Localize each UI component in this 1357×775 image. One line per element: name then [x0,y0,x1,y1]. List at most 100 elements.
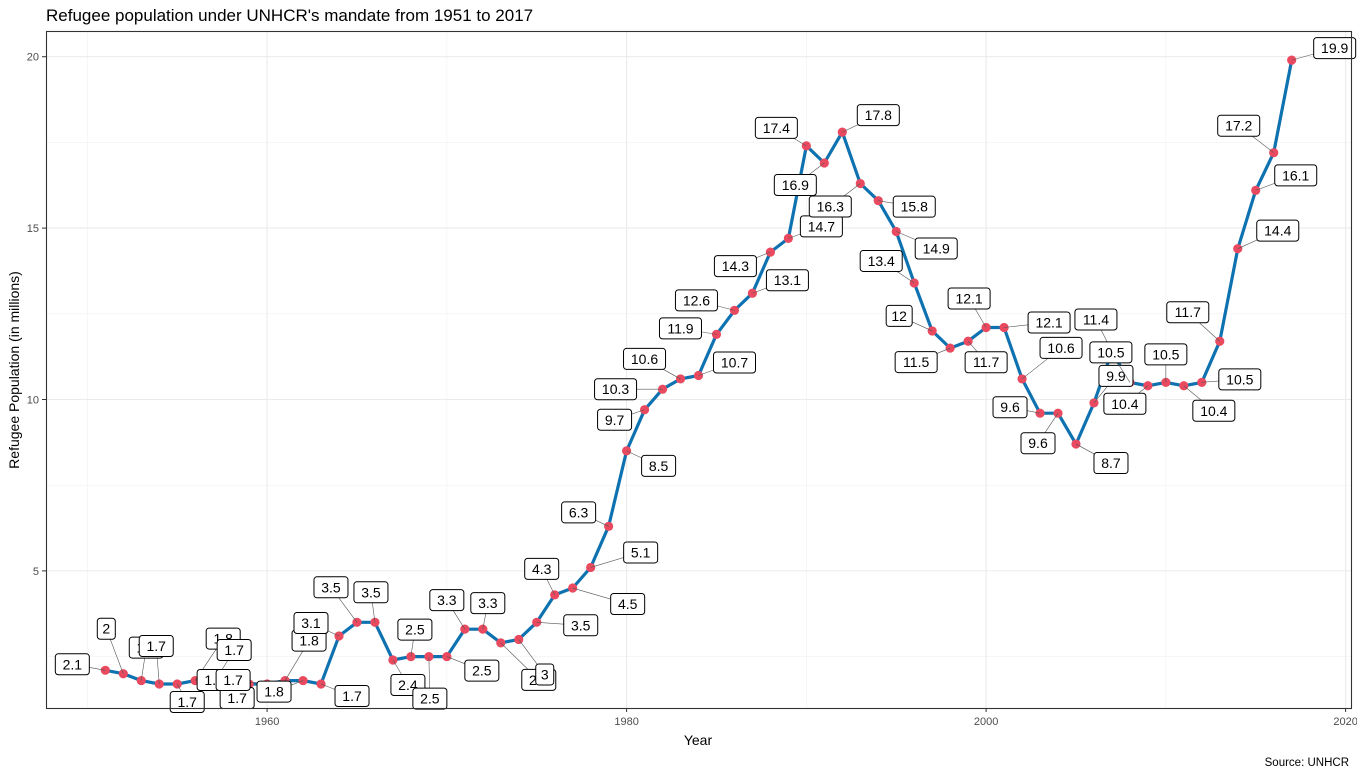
data-label: 15.8 [901,199,928,215]
data-label: 12.6 [683,292,710,308]
data-label: 4.3 [532,561,552,577]
panel-border [45,30,1353,710]
data-label-box [641,454,677,477]
data-label: 14.4 [1264,223,1291,239]
data-label: 12 [891,308,907,324]
data-label: 4.5 [618,596,638,612]
data-label: 3.3 [478,595,498,611]
data-label-box [429,589,465,612]
data-label-box [885,304,913,327]
x-axis-label: Year [684,732,713,748]
x-tick-label: 1980 [614,716,638,728]
data-label: 12.1 [1035,315,1062,331]
data-label: 10.6 [631,351,658,367]
data-label: 14.7 [808,218,835,234]
data-label-box [713,255,757,278]
data-point [981,322,991,333]
data-label-box [464,659,500,682]
data-label: 3.5 [571,617,591,633]
data-label-box [992,396,1028,419]
data-label-box [610,593,646,616]
data-label-box [1192,399,1236,422]
data-label: 10.5 [1152,346,1179,362]
data-label-box [470,592,506,615]
data-label: 10.4 [1200,403,1227,419]
data-label: 5.1 [631,544,651,560]
data-label-box [561,501,597,524]
data-point [154,679,164,689]
data-point [765,247,776,257]
data-label: 3.3 [437,592,457,608]
data-point [478,624,488,634]
data-label-box [138,635,174,658]
y-tick-label: 10 [27,394,39,406]
data-label: 8.7 [1101,455,1121,471]
data-label-box [1074,308,1118,331]
data-label-box [353,581,389,604]
data-label: 16.1 [1282,167,1309,183]
data-label-box [773,173,817,196]
data-label-box [1218,368,1262,391]
data-label: 17.8 [865,107,892,123]
y-axis-label: Refugee Population (in millions) [6,271,22,469]
data-label-box [859,249,903,272]
data-label: 1.7 [177,694,197,710]
data-label: 14.3 [722,258,749,274]
data-label: 1.7 [227,690,247,706]
data-label-box [54,653,90,676]
data-point [460,624,470,634]
data-point [909,278,919,288]
data-label-box [1144,343,1188,366]
data-label-box [754,116,798,139]
data-label-box [674,289,718,312]
data-point [945,343,955,353]
data-label-box [892,195,936,218]
x-axis-ticks: 1960 1980 2000 2020 [255,708,1357,728]
data-label-box [964,351,1008,374]
data-label-box [1089,341,1133,364]
data-label-box [1098,364,1134,387]
data-point [136,675,146,686]
data-label-box [563,614,599,637]
data-label-box [623,347,667,370]
data-label: 10.5 [1097,344,1124,360]
data-label: 3.5 [321,579,341,595]
data-label-box [1027,311,1071,334]
x-tick-label: 2000 [974,716,998,728]
data-label: 11.9 [667,320,693,336]
data-label-box [1256,219,1300,242]
data-label: 3 [541,666,549,682]
data-label: 10.5 [1226,371,1253,387]
data-label-box [947,287,991,310]
data-label: 10.3 [602,381,629,397]
data-label: 16.9 [782,177,809,193]
data-label-box [597,408,633,431]
data-label: 10.6 [1047,340,1074,356]
data-label-box [96,617,116,640]
x-tick-label: 1960 [255,716,279,728]
data-label: 3.5 [361,584,381,600]
data-label-box [658,317,702,340]
data-label: 1.7 [342,688,362,704]
data-label: 2.1 [63,656,83,672]
data-label: 1.7 [224,642,244,658]
data-label: 2.5 [405,622,425,638]
data-label: 14.9 [923,241,950,257]
data-label: 11.7 [973,354,999,370]
data-label: 10.7 [721,354,748,370]
data-label-box [256,680,292,703]
data-label-box [1039,336,1083,359]
grid [46,31,1351,708]
data-label-box [412,687,448,710]
data-label-box [334,685,370,708]
data-labels: 2.121.81.71.71.81.71.71.71.71.81.81.73.1… [54,37,1357,714]
data-label-box [856,104,900,127]
data-point [819,158,829,168]
data-label-box [594,378,638,401]
data-label: 6.3 [569,504,589,520]
source-caption: Source: UNHCR [1265,757,1349,769]
data-label-box [293,612,329,635]
data-label-box [1103,392,1147,415]
data-label-box [1093,452,1129,475]
